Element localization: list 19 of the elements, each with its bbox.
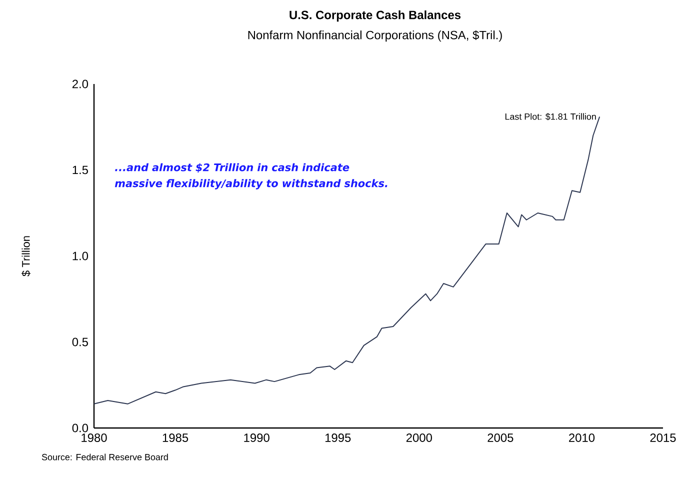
annotation: Last Plot: $1.81 Trillion	[505, 113, 596, 120]
y-tick-label: 1.0	[72, 252, 88, 260]
x-tick-label: 1980	[82, 434, 107, 442]
source-note: Source: Federal Reserve Board	[42, 454, 168, 460]
chart-title: U.S. Corporate Cash Balances	[290, 10, 461, 22]
x-tick-label: 2015	[650, 434, 676, 442]
x-tick-label: 1995	[325, 434, 351, 442]
y-tick-label: 2.0	[72, 80, 88, 88]
chart-subtitle: Nonfarm Nonfinancial Corporations (NSA, $Tril.)	[248, 30, 502, 42]
y-tick-label: 1.5	[72, 166, 88, 174]
y-axis-title: $ Trillion	[22, 236, 30, 276]
y-tick-label: 0.0	[72, 424, 88, 432]
x-tick-label: 2005	[488, 434, 514, 442]
x-tick-label: 2000	[406, 434, 432, 442]
y-tick-label: 0.5	[72, 338, 88, 346]
x-tick-label: 2010	[569, 434, 595, 442]
x-tick-label: 1985	[162, 434, 188, 442]
x-tick-label: 1990	[244, 434, 270, 442]
annotation: ...and almost $2 Trillion in cash indicate massive flexibility/ability to withstand shocks.	[114, 163, 388, 190]
